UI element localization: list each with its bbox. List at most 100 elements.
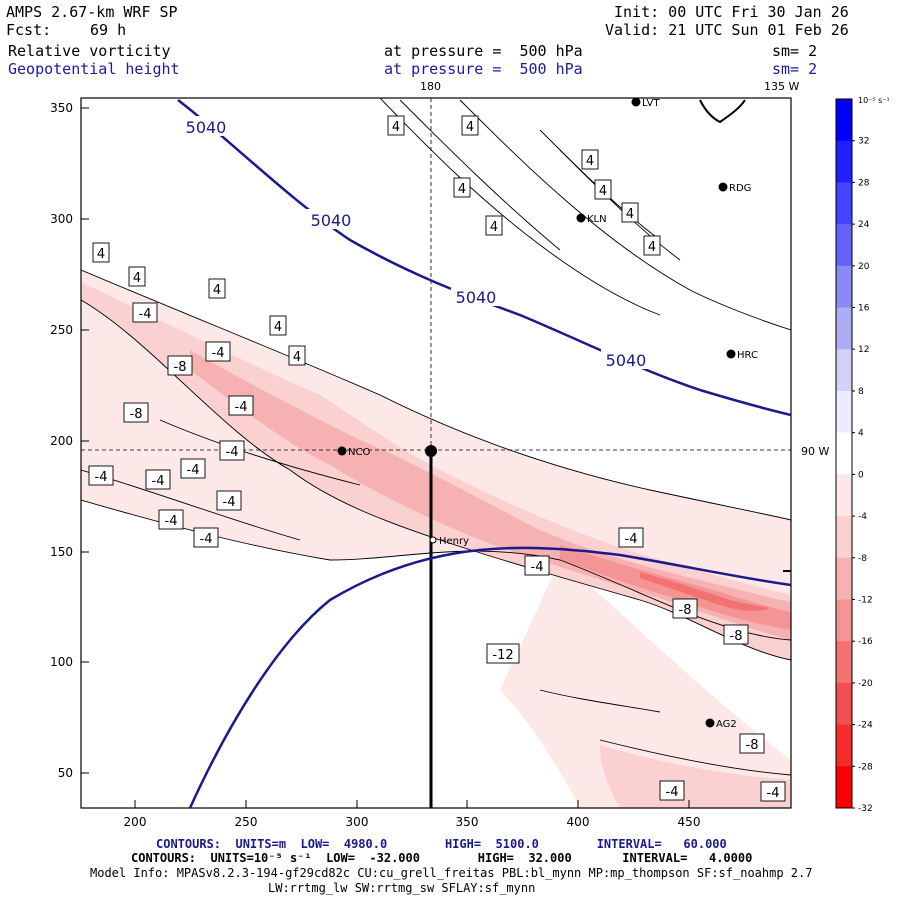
station-dot bbox=[576, 213, 586, 223]
vorticity-label: -4 bbox=[152, 474, 165, 489]
vorticity-label: -4 bbox=[95, 470, 108, 485]
footer-height-contours: CONTOURS: UNITS=m LOW= 4980.0 HIGH= 5100… bbox=[156, 837, 727, 851]
footer-physics: LW:rrtmg_lw SW:rrtmg_sw SFLAY:sf_mynn bbox=[268, 881, 536, 895]
vorticity-label: 4 bbox=[213, 283, 221, 298]
station-label: Henry bbox=[439, 536, 469, 547]
vorticity-label-box bbox=[723, 624, 749, 645]
x-tick-label: 200 bbox=[124, 815, 147, 829]
vorticity-label: -4 bbox=[767, 786, 780, 801]
station-label: KLN bbox=[587, 214, 607, 225]
vorticity-label-box bbox=[88, 465, 114, 486]
vorticity-label: -4 bbox=[531, 560, 544, 575]
station-dot bbox=[726, 349, 736, 359]
field1-level: at pressure = 500 hPa bbox=[384, 42, 583, 60]
colorbar-label: -8 bbox=[858, 554, 867, 564]
vorticity-label: 4 bbox=[274, 320, 282, 335]
vorticity-label-box bbox=[228, 395, 254, 416]
colorbar-cell bbox=[836, 766, 852, 809]
vorticity-label-box bbox=[128, 266, 146, 287]
vorticity-label: -8 bbox=[746, 738, 759, 753]
colorbar-cell bbox=[836, 432, 852, 475]
colorbar-cell bbox=[836, 224, 852, 267]
height-label: 5040 bbox=[311, 211, 352, 230]
vorticity-label: 4 bbox=[626, 207, 634, 222]
footer-model-info: Model Info: MPASv8.2.3-194-gf29cd82c CU:… bbox=[90, 866, 813, 880]
vorticity-label: -4 bbox=[226, 445, 239, 460]
plot-frame bbox=[80, 97, 792, 809]
station-label: HRC bbox=[737, 350, 758, 361]
vorticity-label-box bbox=[92, 242, 110, 263]
center-point-marker bbox=[425, 445, 437, 457]
forecast-hours: 69 h bbox=[90, 21, 127, 39]
colorbar-cell bbox=[836, 516, 852, 559]
vorticity-label: -4 bbox=[666, 785, 679, 800]
meridian-label-90w: 90 W bbox=[801, 445, 829, 458]
station-label: AG2 bbox=[716, 719, 737, 730]
vorticity-label: -8 bbox=[730, 629, 743, 644]
vorticity-label-box bbox=[193, 527, 219, 548]
vorticity-label: -4 bbox=[625, 532, 638, 547]
colorbar-label: -32 bbox=[858, 804, 873, 814]
colorbar-label: 4 bbox=[858, 429, 864, 439]
vorticity-label-box bbox=[461, 115, 479, 136]
vorticity-label: 4 bbox=[490, 220, 498, 235]
colorbar-cell bbox=[836, 349, 852, 392]
vorticity-label: -12 bbox=[492, 648, 513, 663]
colorbar-label: -12 bbox=[858, 595, 873, 605]
vorticity-label-box bbox=[453, 177, 471, 198]
height-label-bg bbox=[181, 116, 231, 136]
footer-vorticity-contours: CONTOURS: UNITS=10⁻⁵ s⁻¹ LOW= -32.000 HI… bbox=[131, 851, 753, 865]
vorticity-core bbox=[190, 350, 791, 640]
station-dot bbox=[718, 182, 728, 192]
vorticity-label-box bbox=[643, 235, 661, 256]
vorticity-south-patch bbox=[600, 745, 791, 808]
colorbar-cell bbox=[836, 474, 852, 517]
vorticity-label-box bbox=[387, 115, 405, 136]
field1-name: Relative vorticity bbox=[8, 42, 171, 60]
vorticity-label-box bbox=[618, 527, 644, 548]
vorticity-label-box bbox=[205, 341, 231, 362]
height-label: 5040 bbox=[186, 118, 227, 137]
vorticity-label-box bbox=[485, 215, 503, 236]
vorticity-label-box bbox=[621, 202, 639, 223]
forecast-label: Fcst: bbox=[6, 21, 52, 39]
x-tick-label: 400 bbox=[567, 815, 590, 829]
y-axis: 350 300 250 200 150 100 50 bbox=[50, 101, 89, 780]
meridian-label-180: 180 bbox=[420, 80, 441, 93]
station-label: NCO bbox=[348, 447, 370, 458]
colorbar-cell bbox=[836, 99, 852, 142]
field2-smoothing: sm= 2 bbox=[772, 60, 818, 78]
colorbar-label: 20 bbox=[858, 262, 870, 272]
height-label-bg bbox=[306, 209, 356, 229]
vorticity-label: 4 bbox=[599, 184, 607, 199]
height-label-layer: 5040 5040 5040 5040 bbox=[181, 116, 651, 370]
colorbar-cell bbox=[836, 140, 852, 183]
vorticity-label: -4 bbox=[200, 532, 213, 547]
y-tick-label: 100 bbox=[50, 655, 73, 669]
colorbar-label: 16 bbox=[858, 304, 870, 314]
colorbar-cell bbox=[836, 641, 852, 684]
y-tick-label: 350 bbox=[50, 101, 73, 115]
colorbar-cell bbox=[836, 599, 852, 642]
vorticity-label: -8 bbox=[130, 407, 143, 422]
colorbar-cell bbox=[836, 682, 852, 726]
vorticity-label: 4 bbox=[466, 120, 474, 135]
vorticity-label-box bbox=[760, 781, 786, 802]
vorticity-label: 4 bbox=[293, 350, 301, 365]
x-tick-label: 300 bbox=[346, 815, 369, 829]
vorticity-label: -4 bbox=[223, 495, 236, 510]
vorticity-label: 4 bbox=[458, 182, 466, 197]
vorticity-label: -4 bbox=[235, 400, 248, 415]
station-dot bbox=[705, 718, 715, 728]
vorticity-band-light-south bbox=[500, 560, 791, 808]
y-tick-label: 150 bbox=[50, 545, 73, 559]
colorbar-unit: 10⁻⁵ s⁻¹ bbox=[858, 96, 890, 105]
height-label: 5040 bbox=[606, 351, 647, 370]
valid-time: Valid: 21 UTC Sun 01 Feb 26 bbox=[605, 21, 849, 39]
station-dot bbox=[631, 97, 641, 107]
vorticity-shading bbox=[81, 270, 791, 808]
vorticity-label-box bbox=[524, 555, 550, 576]
vorticity-label: -4 bbox=[212, 346, 225, 361]
colorbar-cell bbox=[836, 307, 852, 350]
